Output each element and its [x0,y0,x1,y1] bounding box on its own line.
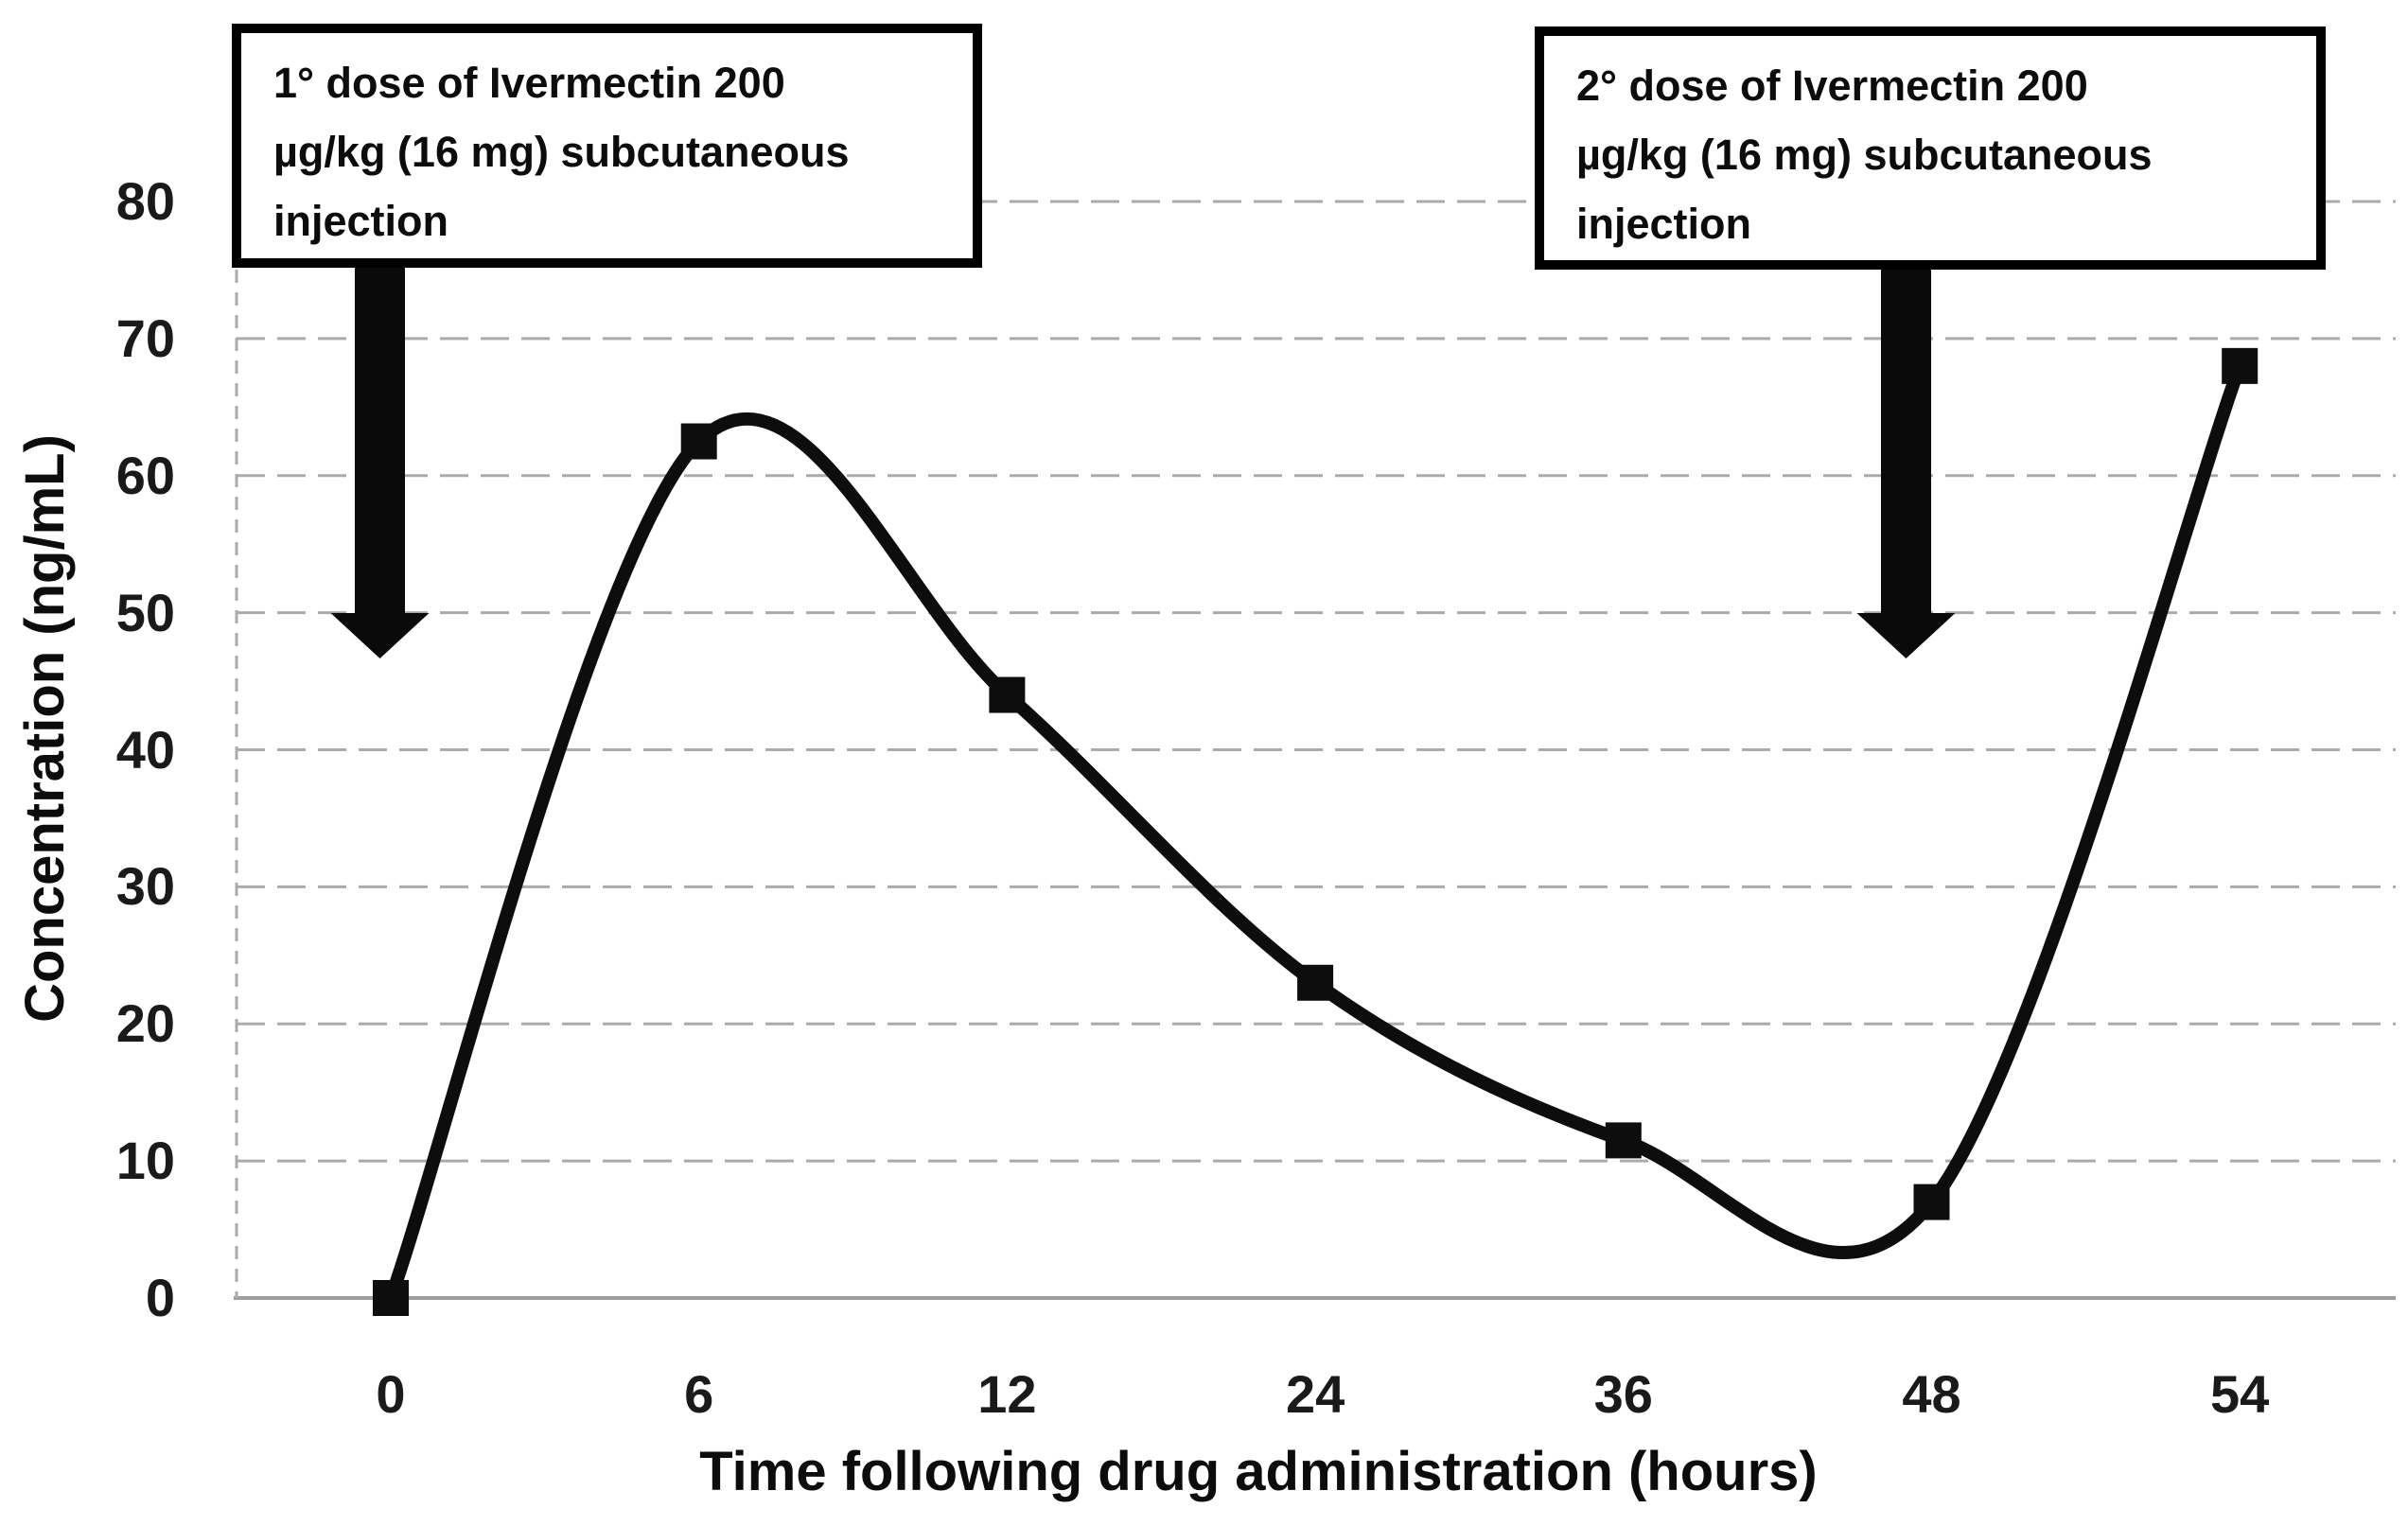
annotation-line: µg/kg (16 mg) subcutaneous [273,128,850,176]
x-axis-title: Time following drug administration (hour… [699,1441,1818,1502]
concentration-curve [384,359,2247,1305]
annotation-line: 2° dose of Ivermectin 200 [1576,61,2088,110]
x-tick-label: 6 [684,1364,714,1424]
y-tick-label: 30 [115,856,175,917]
data-point-marker [1297,964,1334,1001]
annotation-box-first-dose: 1° dose of Ivermectin 200 µg/kg (16 mg) … [232,24,982,268]
dose-arrow [330,266,430,658]
y-tick-label: 0 [145,1268,175,1327]
y-tick-label: 10 [115,1131,175,1191]
dose-arrow [1856,268,1956,658]
annotation-line: injection [1576,200,1752,248]
x-tick-label: 0 [376,1364,406,1424]
data-point-marker [1605,1122,1642,1159]
data-point-marker [2222,347,2259,384]
data-point-marker [680,423,717,460]
y-tick-label: 40 [115,719,175,780]
annotation-line: µg/kg (16 mg) subcutaneous [1576,131,2153,179]
x-tick-label: 36 [1593,1364,1653,1424]
data-point-marker [373,1280,409,1316]
y-tick-label: 60 [115,445,175,505]
data-point-marker [1913,1184,1950,1220]
data-point-marker [989,676,1026,713]
x-tick-label: 54 [2210,1364,2270,1424]
y-tick-label: 70 [115,307,175,368]
annotation-box-second-dose: 2° dose of Ivermectin 200 µg/kg (16 mg) … [1535,26,2326,270]
annotation-line: 1° dose of Ivermectin 200 [273,59,785,107]
x-tick-label: 12 [977,1364,1037,1424]
y-tick-label: 50 [115,582,175,642]
annotation-line: injection [273,197,449,245]
x-tick-label: 48 [1902,1364,1961,1424]
y-tick-label: 20 [115,993,175,1054]
y-tick-label: 80 [115,171,175,231]
y-axis-title: Concentration (ng/mL) [14,434,76,1023]
x-tick-label: 24 [1285,1364,1345,1424]
